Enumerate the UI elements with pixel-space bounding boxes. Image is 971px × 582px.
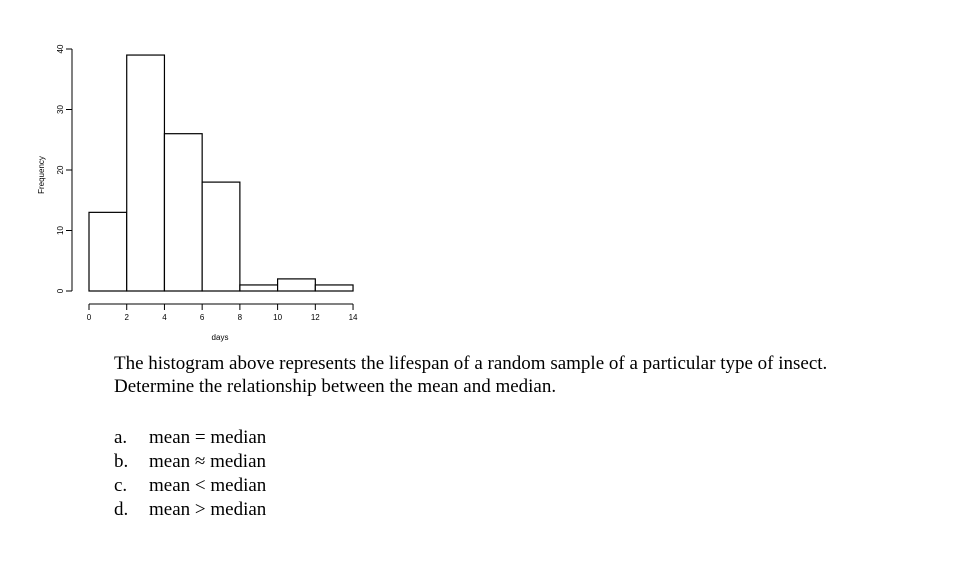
option-text: mean < median: [149, 475, 267, 496]
x-tick-label: 4: [162, 313, 167, 322]
x-tick-label: 8: [238, 313, 243, 322]
x-tick-label: 12: [311, 313, 320, 322]
y-tick-label: 20: [56, 165, 65, 174]
y-tick-label: 0: [56, 288, 65, 293]
option-letter: c.: [114, 475, 128, 496]
x-tick-label: 0: [87, 313, 92, 322]
answer-options: a. mean = median b. mean ≈ median c. mean <…: [114, 426, 266, 522]
histogram-bar: [163, 133, 203, 292]
histogram-bar: [314, 284, 354, 292]
histogram-bars: [88, 54, 354, 292]
histogram-bar: [201, 181, 241, 292]
question-line-1: The histogram above represents the lifes…: [114, 353, 828, 374]
histogram-chart: 0 10 20 30 40 0 2 4 6 8 10 12 14 days Frequency: [37, 44, 358, 342]
y-tick-label: 10: [56, 226, 65, 235]
y-tick-label: 40: [56, 44, 65, 53]
option-text: mean = median: [149, 427, 267, 448]
option-letter: d.: [114, 499, 129, 520]
option-d[interactable]: d. mean > median: [114, 498, 266, 522]
x-tick-label: 6: [200, 313, 205, 322]
histogram-bar: [277, 278, 316, 292]
question-text: The histogram above represents the lifes…: [114, 352, 954, 398]
y-tick-label: 30: [56, 105, 65, 114]
y-axis: 0 10 20 30 40: [56, 44, 73, 293]
option-text: mean ≈ median: [149, 451, 266, 472]
x-axis: 0 2 4 6 8 10 12 14: [87, 303, 358, 322]
x-axis-label: days: [212, 333, 229, 342]
x-tick-label: 2: [124, 313, 129, 322]
x-tick-label: 14: [349, 313, 358, 322]
option-letter: b.: [114, 451, 129, 472]
option-letter: a.: [114, 427, 128, 448]
histogram-bar: [88, 211, 128, 292]
option-text: mean > median: [149, 499, 267, 520]
option-c[interactable]: c. mean < median: [114, 474, 266, 498]
y-axis-label: Frequency: [37, 156, 46, 194]
histogram-bar: [126, 54, 166, 292]
histogram-bar: [239, 284, 279, 292]
x-tick-label: 10: [273, 313, 282, 322]
option-b[interactable]: b. mean ≈ median: [114, 450, 266, 474]
question-line-2: Determine the relationship between the m…: [114, 376, 557, 397]
option-a[interactable]: a. mean = median: [114, 426, 266, 450]
